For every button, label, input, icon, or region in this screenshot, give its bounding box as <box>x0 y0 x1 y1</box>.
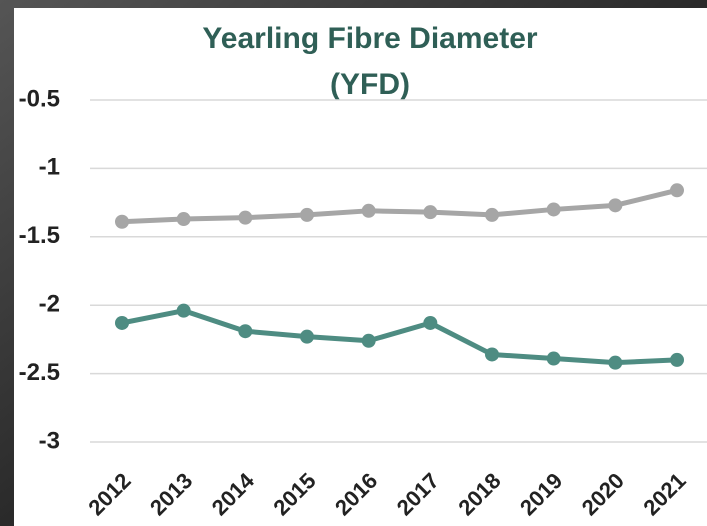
data-point <box>546 202 561 217</box>
series-line <box>121 308 678 366</box>
data-point <box>300 329 314 344</box>
y-tick-label: -2.5 <box>19 359 60 386</box>
data-point <box>608 198 623 213</box>
data-point <box>423 315 438 330</box>
data-point <box>361 203 376 218</box>
y-tick-label: -3 <box>39 427 60 454</box>
data-point <box>176 212 191 227</box>
data-point <box>115 214 129 229</box>
data-point <box>546 351 561 366</box>
data-point <box>361 333 376 348</box>
y-tick-label: -1 <box>39 154 60 181</box>
data-point <box>670 352 684 367</box>
series-line <box>121 187 678 225</box>
data-point <box>115 315 129 330</box>
data-point <box>238 210 253 225</box>
y-tick-label: -0.5 <box>19 85 60 112</box>
chart-title: Yearling Fibre Diameter <box>202 22 537 55</box>
data-point <box>238 324 253 339</box>
data-point <box>300 207 314 222</box>
data-point <box>608 355 623 370</box>
chart-title: (YFD) <box>330 68 410 101</box>
data-point <box>485 207 499 222</box>
chart-panel <box>14 8 707 526</box>
data-point <box>485 347 499 362</box>
y-tick-label: -1.5 <box>19 222 60 249</box>
y-tick-label: -2 <box>39 291 60 318</box>
data-point <box>176 303 191 318</box>
data-point <box>670 183 684 198</box>
data-point <box>423 205 438 220</box>
